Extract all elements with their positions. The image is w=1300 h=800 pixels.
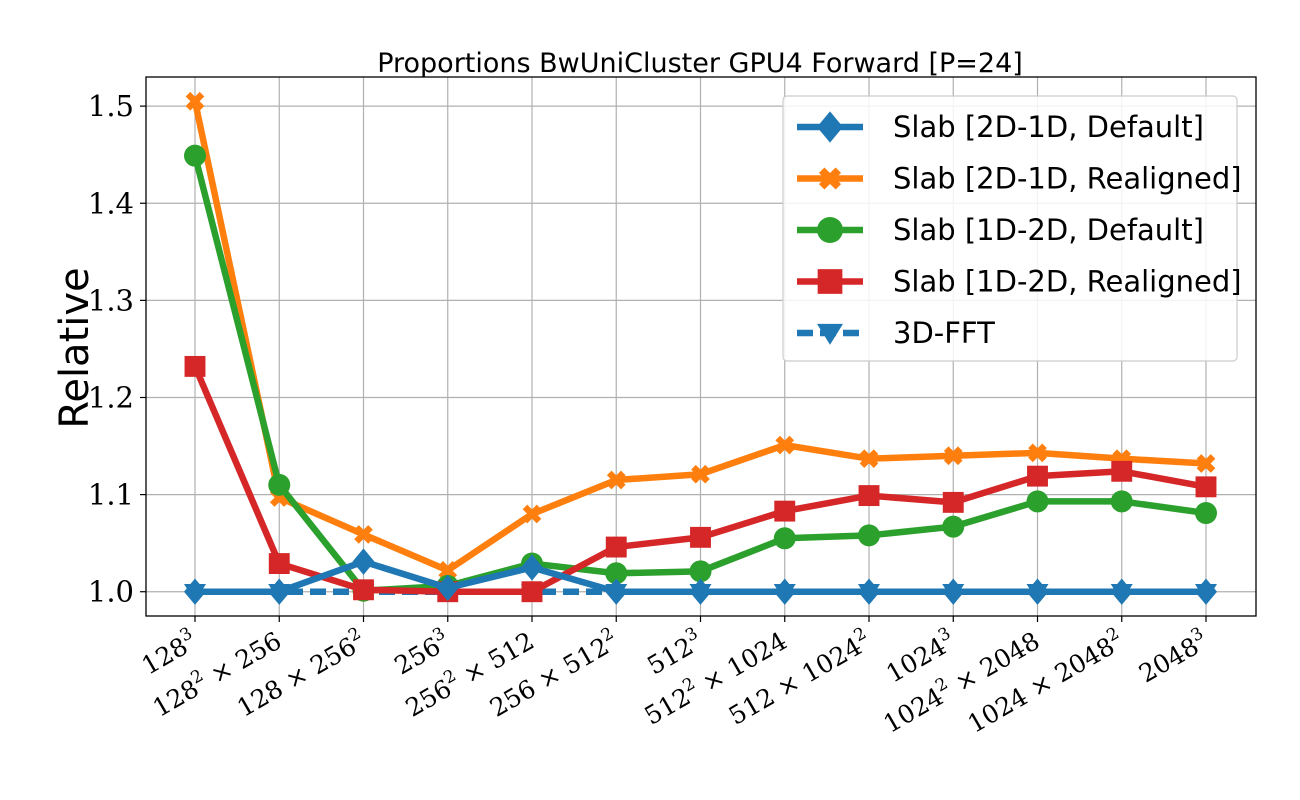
y-tick-label: 1.1 — [88, 478, 134, 512]
data-point-square — [690, 526, 711, 548]
data-point-circle — [773, 527, 796, 550]
data-point-x — [606, 470, 626, 490]
data-point-triangle — [817, 323, 843, 345]
data-point-diamond — [773, 578, 796, 605]
y-tick-label: 1.4 — [88, 186, 134, 220]
data-point-diamond — [689, 578, 712, 605]
data-point-x — [818, 167, 842, 190]
data-point-circle — [605, 562, 628, 585]
data-point-x — [438, 561, 458, 580]
legend-label: Slab [2D-1D, Realigned] — [893, 162, 1242, 196]
y-axis-ticks: 1.0 1.1 1.2 1.3 1.4 1.5 — [88, 89, 146, 609]
data-point-diamond — [268, 578, 291, 605]
data-point-diamond — [605, 578, 628, 605]
data-point-circle — [184, 144, 206, 167]
data-point-square — [942, 491, 964, 513]
data-point-x — [1196, 454, 1216, 473]
data-point-square — [521, 581, 543, 603]
data-point-x — [354, 525, 373, 544]
legend-label: 3D-FFT — [893, 316, 995, 350]
data-point-diamond — [352, 548, 375, 575]
data-point-diamond — [184, 578, 206, 605]
legend-item: Slab [2D-1D, Realigned] — [797, 162, 1242, 196]
legend: Slab [2D-1D, Default] Slab [2D-1D, Realig… — [782, 95, 1242, 362]
series-group — [184, 548, 1217, 605]
data-point-circle — [942, 515, 965, 538]
data-point-square — [605, 536, 627, 558]
data-point-x — [775, 435, 795, 455]
data-point-diamond — [858, 578, 880, 605]
legend-item: Slab [1D-2D, Default] — [797, 213, 1204, 247]
data-point-diamond — [436, 574, 459, 602]
data-point-circle — [1195, 502, 1217, 525]
data-point-circle — [817, 217, 843, 243]
data-point-diamond — [1110, 578, 1133, 605]
data-point-circle — [1110, 490, 1133, 513]
chart-title: Proportions BwUniCluster GPU4 Forward [P… — [377, 48, 1023, 79]
data-point-circle — [689, 560, 712, 583]
data-point-square — [817, 269, 843, 294]
x-tick-label: 20483 — [1133, 623, 1213, 688]
data-point-square — [1111, 460, 1133, 482]
legend-label: Slab [1D-2D, Default] — [893, 213, 1204, 247]
legend-label: Slab [1D-2D, Realigned] — [893, 265, 1242, 299]
data-point-circle — [1026, 490, 1049, 513]
data-point-diamond — [1195, 578, 1217, 605]
data-point-square — [268, 553, 290, 575]
data-point-square — [858, 485, 880, 507]
legend-item: 3D-FFT — [797, 316, 995, 350]
data-point-circle — [858, 524, 880, 547]
data-point-x — [522, 504, 542, 524]
data-point-square — [774, 500, 796, 522]
y-tick-label: 1.0 — [88, 575, 134, 609]
data-point-diamond — [817, 111, 843, 143]
data-point-square — [1195, 476, 1217, 498]
y-axis-label: Relative — [52, 267, 98, 428]
y-tick-label: 1.5 — [88, 89, 134, 123]
legend-label: Slab [2D-1D, Default] — [893, 110, 1204, 144]
data-point-diamond — [521, 554, 543, 581]
data-point-diamond — [1026, 578, 1049, 605]
data-point-x — [943, 446, 963, 466]
y-tick-label: 1.3 — [88, 283, 134, 317]
series-layer — [184, 91, 1217, 605]
y-tick-label: 1.2 — [88, 380, 134, 414]
data-point-square — [184, 355, 206, 377]
data-point-x — [859, 449, 879, 469]
data-point-square — [353, 579, 374, 601]
data-point-x — [185, 91, 205, 111]
data-point-diamond — [942, 578, 965, 605]
legend-box — [782, 95, 1238, 362]
data-point-square — [1027, 465, 1048, 487]
data-point-x — [691, 464, 710, 484]
data-point-x — [1028, 443, 1047, 463]
data-point-circle — [268, 473, 291, 496]
legend-item: Slab [1D-2D, Realigned] — [797, 265, 1242, 299]
legend-item: Slab [2D-1D, Default] — [797, 110, 1204, 144]
